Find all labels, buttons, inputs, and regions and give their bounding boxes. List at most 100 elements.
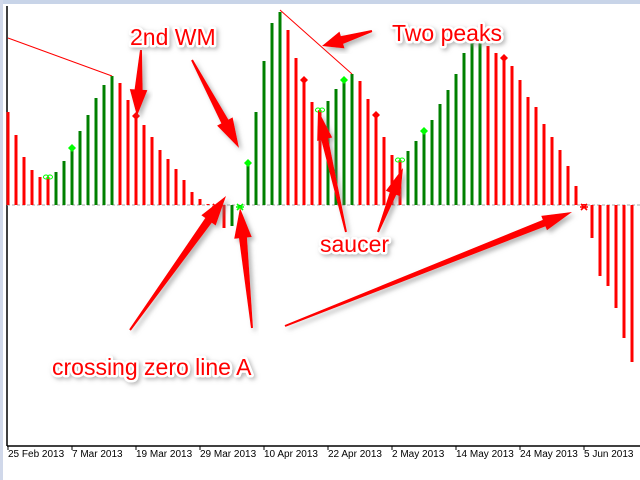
cross-signal-icon — [580, 203, 588, 211]
histogram-bar — [574, 186, 578, 205]
histogram-bar — [70, 148, 74, 205]
saucer-signal-icon — [395, 157, 401, 163]
histogram-bar — [198, 199, 202, 205]
histogram-bar — [478, 40, 482, 205]
histogram-bar — [86, 115, 90, 205]
histogram-bar — [190, 192, 194, 205]
histogram-bar — [270, 23, 274, 205]
histogram-bar — [630, 205, 634, 362]
histogram-bar — [262, 61, 266, 205]
annotation-arrow-icon — [234, 208, 253, 329]
histogram-bar — [254, 112, 258, 205]
histogram-bar — [454, 74, 458, 205]
histogram-bar — [446, 90, 450, 205]
histogram-bar — [182, 180, 186, 205]
histogram-bar — [350, 74, 354, 205]
histogram-bar — [566, 166, 570, 205]
diamond-signal-icon — [500, 54, 508, 62]
histogram-bar — [158, 150, 162, 205]
x-tick-label: 29 Mar 2013 — [200, 449, 257, 460]
histogram-bar — [622, 205, 626, 338]
x-tick-label: 2 May 2013 — [392, 449, 445, 460]
histogram-bar — [246, 163, 250, 205]
bars — [6, 12, 634, 362]
histogram-bar — [590, 205, 594, 238]
annotation-arrow-icon — [377, 168, 403, 233]
histogram-bar — [534, 107, 538, 205]
annotation-crossing-zero-line: crossing zero line A — [52, 354, 252, 380]
histogram-bar — [342, 80, 346, 205]
histogram-bar — [526, 97, 530, 205]
signals — [43, 54, 588, 211]
annotation-2nd-wm: 2nd WM — [130, 24, 216, 50]
histogram-bar — [278, 12, 282, 205]
saucer-signal-icon — [399, 157, 405, 163]
histogram-bar — [486, 46, 490, 205]
histogram-bar — [46, 177, 50, 205]
saucer-signal-icon — [319, 107, 325, 113]
window-left-border — [0, 0, 3, 480]
histogram-bar — [166, 159, 170, 205]
histogram-bar — [318, 110, 322, 205]
x-tick-label: 25 Feb 2013 — [8, 449, 65, 460]
trend-lines — [7, 9, 353, 77]
histogram-bar — [22, 157, 26, 205]
annotation-arrow-icon — [129, 49, 148, 116]
histogram-bar — [374, 115, 378, 205]
histogram-bar — [62, 161, 66, 205]
histogram-bar — [310, 102, 314, 205]
histogram-bar — [502, 58, 506, 205]
histogram-bar — [78, 131, 82, 205]
x-tick-label: 24 May 2013 — [520, 449, 578, 460]
annotation-arrows — [129, 30, 572, 331]
histogram-bar — [238, 205, 242, 206]
histogram-bar — [382, 137, 386, 205]
histogram-bar — [126, 100, 130, 205]
trend-line — [7, 37, 113, 77]
histogram-bar — [462, 53, 466, 205]
x-tick-label: 19 Mar 2013 — [136, 449, 193, 460]
histogram-bar — [174, 169, 178, 205]
annotation-arrow-icon — [317, 110, 347, 233]
diamond-signal-icon — [300, 76, 308, 84]
histogram-bar — [134, 116, 138, 205]
histogram-bar — [614, 205, 618, 308]
diamond-signal-icon — [372, 111, 380, 119]
histogram-bar — [206, 204, 210, 205]
histogram-bar — [438, 104, 442, 205]
diamond-signal-icon — [68, 144, 76, 152]
histogram-bar — [518, 80, 522, 205]
histogram-bar — [150, 137, 154, 205]
histogram-bar — [30, 170, 34, 205]
histogram-bar — [470, 43, 474, 205]
histogram-bar — [286, 30, 290, 205]
histogram-bar — [414, 141, 418, 205]
histogram-bar — [606, 205, 610, 286]
histogram-bar — [494, 53, 498, 205]
histogram-bar — [390, 155, 394, 205]
histogram-bar — [542, 124, 546, 205]
diamond-signal-icon — [244, 159, 252, 167]
window-top-border — [0, 0, 640, 4]
x-tick-label: 14 May 2013 — [456, 449, 514, 460]
histogram-bar — [38, 177, 42, 205]
x-tick-label: 10 Apr 2013 — [264, 449, 318, 460]
histogram-bar — [598, 205, 602, 276]
histogram-bar — [54, 172, 58, 205]
diamond-signal-icon — [132, 112, 140, 120]
histogram-bar — [550, 137, 554, 205]
histogram-bar — [102, 85, 106, 205]
histogram-bar — [230, 205, 234, 226]
histogram-bar — [14, 135, 18, 205]
histogram-bar — [110, 76, 114, 205]
histogram-bar — [582, 204, 586, 205]
histogram-bar — [366, 99, 370, 205]
histogram-bar — [118, 83, 122, 205]
annotation-arrow-icon — [284, 212, 572, 327]
histogram-bar — [510, 66, 514, 205]
histogram-bar — [294, 58, 298, 205]
annotation-arrow-icon — [322, 30, 373, 49]
histogram-bar — [430, 120, 434, 205]
histogram-bar — [222, 205, 226, 228]
